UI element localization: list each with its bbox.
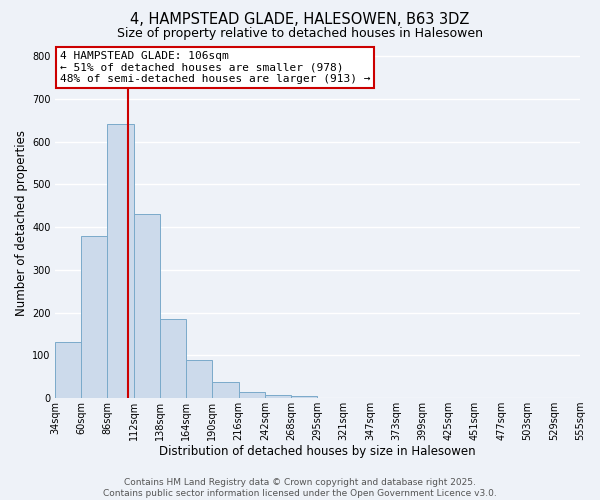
Y-axis label: Number of detached properties: Number of detached properties bbox=[15, 130, 28, 316]
Bar bbox=[291, 396, 317, 398]
Bar bbox=[107, 124, 134, 398]
Text: Size of property relative to detached houses in Halesowen: Size of property relative to detached ho… bbox=[117, 28, 483, 40]
Bar bbox=[134, 214, 160, 398]
Bar bbox=[81, 236, 107, 398]
Bar bbox=[239, 392, 265, 398]
Bar bbox=[265, 394, 291, 398]
Bar bbox=[55, 342, 81, 398]
Bar bbox=[212, 382, 239, 398]
Bar bbox=[160, 319, 186, 398]
Text: 4, HAMPSTEAD GLADE, HALESOWEN, B63 3DZ: 4, HAMPSTEAD GLADE, HALESOWEN, B63 3DZ bbox=[130, 12, 470, 28]
Text: Contains HM Land Registry data © Crown copyright and database right 2025.
Contai: Contains HM Land Registry data © Crown c… bbox=[103, 478, 497, 498]
X-axis label: Distribution of detached houses by size in Halesowen: Distribution of detached houses by size … bbox=[159, 444, 476, 458]
Bar bbox=[186, 360, 212, 398]
Text: 4 HAMPSTEAD GLADE: 106sqm
← 51% of detached houses are smaller (978)
48% of semi: 4 HAMPSTEAD GLADE: 106sqm ← 51% of detac… bbox=[60, 51, 371, 84]
